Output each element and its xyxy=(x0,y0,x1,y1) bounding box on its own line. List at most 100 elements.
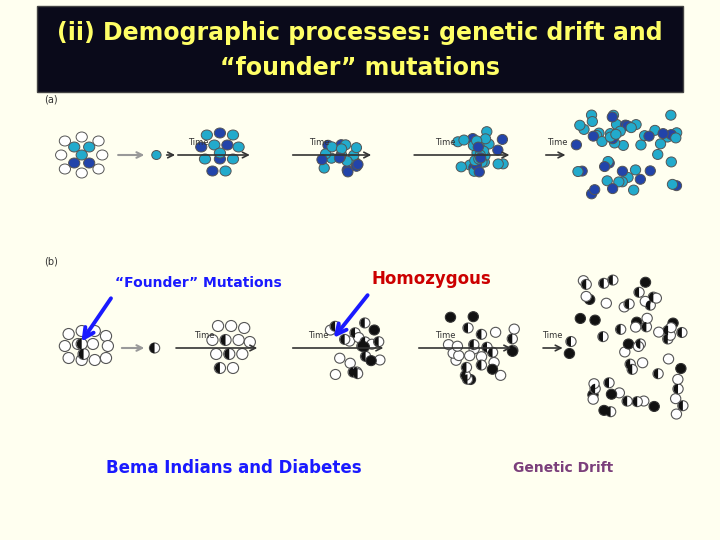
Wedge shape xyxy=(488,347,492,357)
Text: “Founder” Mutations: “Founder” Mutations xyxy=(115,276,282,290)
Ellipse shape xyxy=(215,362,225,374)
Ellipse shape xyxy=(608,184,618,194)
Ellipse shape xyxy=(359,342,369,352)
Ellipse shape xyxy=(637,358,648,368)
Ellipse shape xyxy=(150,343,160,353)
Ellipse shape xyxy=(625,359,635,369)
Ellipse shape xyxy=(469,344,480,354)
Ellipse shape xyxy=(348,367,359,377)
Wedge shape xyxy=(469,340,474,349)
Ellipse shape xyxy=(571,140,582,150)
Ellipse shape xyxy=(602,176,612,186)
Ellipse shape xyxy=(484,139,494,149)
Text: Time: Time xyxy=(194,331,215,340)
Ellipse shape xyxy=(477,352,487,362)
Ellipse shape xyxy=(374,355,385,365)
Ellipse shape xyxy=(672,374,683,384)
Wedge shape xyxy=(678,328,682,338)
Ellipse shape xyxy=(228,130,238,140)
Wedge shape xyxy=(599,279,604,288)
Ellipse shape xyxy=(96,150,108,160)
Ellipse shape xyxy=(632,397,642,407)
Ellipse shape xyxy=(209,140,220,150)
Ellipse shape xyxy=(93,164,104,174)
Ellipse shape xyxy=(366,339,377,349)
FancyBboxPatch shape xyxy=(37,6,683,92)
Ellipse shape xyxy=(469,163,479,173)
Ellipse shape xyxy=(220,334,231,346)
Wedge shape xyxy=(78,349,84,359)
Ellipse shape xyxy=(76,150,87,160)
Ellipse shape xyxy=(212,321,224,332)
Ellipse shape xyxy=(334,153,345,163)
Ellipse shape xyxy=(319,163,329,173)
Ellipse shape xyxy=(670,133,681,143)
Ellipse shape xyxy=(360,337,370,347)
Wedge shape xyxy=(623,396,627,406)
Ellipse shape xyxy=(341,140,351,150)
Ellipse shape xyxy=(573,166,583,177)
Ellipse shape xyxy=(618,140,629,151)
Ellipse shape xyxy=(577,166,588,176)
Ellipse shape xyxy=(600,161,610,172)
Ellipse shape xyxy=(590,185,600,194)
Ellipse shape xyxy=(469,340,479,349)
Wedge shape xyxy=(477,360,482,370)
Ellipse shape xyxy=(621,120,631,130)
Ellipse shape xyxy=(451,355,462,366)
Ellipse shape xyxy=(228,362,238,374)
Ellipse shape xyxy=(581,292,591,301)
Ellipse shape xyxy=(622,396,632,406)
Ellipse shape xyxy=(613,177,624,187)
Ellipse shape xyxy=(477,149,487,159)
Ellipse shape xyxy=(606,389,616,399)
Ellipse shape xyxy=(342,165,352,175)
Ellipse shape xyxy=(462,362,472,373)
Ellipse shape xyxy=(84,142,95,152)
Ellipse shape xyxy=(343,167,353,177)
Ellipse shape xyxy=(102,341,114,352)
Wedge shape xyxy=(340,335,345,344)
Ellipse shape xyxy=(640,277,651,287)
Ellipse shape xyxy=(590,383,600,394)
Ellipse shape xyxy=(233,142,244,152)
Ellipse shape xyxy=(598,278,609,288)
Ellipse shape xyxy=(354,333,364,342)
Ellipse shape xyxy=(490,327,500,338)
Ellipse shape xyxy=(666,130,676,139)
Ellipse shape xyxy=(469,166,480,177)
Ellipse shape xyxy=(654,327,664,337)
Wedge shape xyxy=(508,346,513,355)
Ellipse shape xyxy=(464,160,475,170)
Ellipse shape xyxy=(639,131,649,140)
Ellipse shape xyxy=(671,409,682,419)
Ellipse shape xyxy=(629,185,639,195)
Ellipse shape xyxy=(623,172,633,183)
Wedge shape xyxy=(462,362,467,372)
Wedge shape xyxy=(598,332,603,341)
Ellipse shape xyxy=(210,348,222,360)
Ellipse shape xyxy=(78,348,89,360)
Ellipse shape xyxy=(608,134,618,144)
Ellipse shape xyxy=(323,140,333,150)
Ellipse shape xyxy=(653,369,663,379)
Ellipse shape xyxy=(326,153,337,163)
Ellipse shape xyxy=(498,159,508,169)
Text: Time: Time xyxy=(435,331,455,340)
Ellipse shape xyxy=(651,293,662,303)
Ellipse shape xyxy=(645,166,655,176)
Ellipse shape xyxy=(622,121,632,131)
Text: Bema Indians and Diabetes: Bema Indians and Diabetes xyxy=(106,459,361,477)
Ellipse shape xyxy=(604,378,614,388)
Ellipse shape xyxy=(578,275,588,286)
Ellipse shape xyxy=(350,328,360,338)
Ellipse shape xyxy=(59,136,71,146)
Ellipse shape xyxy=(495,370,505,380)
Ellipse shape xyxy=(599,406,609,415)
Ellipse shape xyxy=(493,159,503,169)
Ellipse shape xyxy=(673,384,683,394)
Ellipse shape xyxy=(89,326,100,336)
Ellipse shape xyxy=(509,324,519,334)
Ellipse shape xyxy=(344,336,355,346)
Ellipse shape xyxy=(586,110,597,120)
